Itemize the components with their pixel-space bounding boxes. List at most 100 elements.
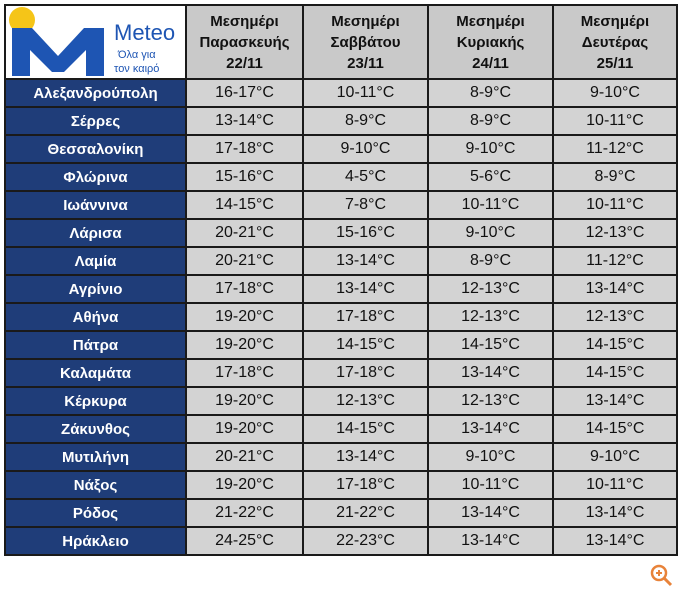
table-row: Μυτιλήνη 20-21°C 13-14°C 9-10°C 9-10°C (4, 442, 678, 472)
temperature-cell: 16-17°C (185, 78, 304, 108)
column-header-line: Παρασκευής (199, 33, 290, 51)
temperature-cell: 21-22°C (302, 498, 429, 528)
temperature-cell: 13-14°C (552, 498, 678, 528)
city-cell: Ζάκυνθος (4, 414, 187, 444)
column-header-line: Μεσημέρι (456, 12, 525, 30)
temperature-cell: 9-10°C (427, 218, 554, 248)
temperature-cell: 17-18°C (302, 302, 429, 332)
city-cell: Αγρίνιο (4, 274, 187, 304)
column-header: Μεσημέρι Δευτέρας 25/11 (552, 4, 678, 80)
temperature-cell: 22-23°C (302, 526, 429, 556)
table-row: Λάρισα 20-21°C 15-16°C 9-10°C 12-13°C (4, 218, 678, 248)
table-row: Αθήνα 19-20°C 17-18°C 12-13°C 12-13°C (4, 302, 678, 332)
temperature-cell: 13-14°C (427, 498, 554, 528)
header-row: Meteo Όλα για τον καιρό Μεσημέρι Παρασκευ… (4, 4, 678, 80)
temperature-cell: 14-15°C (427, 330, 554, 360)
temperature-cell: 12-13°C (427, 274, 554, 304)
table-body: Αλεξανδρούπολη 16-17°C 10-11°C 8-9°C 9-10°C Σ… (4, 78, 678, 556)
temperature-cell: 13-14°C (427, 358, 554, 388)
column-header-line: Μεσημέρι (580, 12, 650, 30)
temperature-cell: 9-10°C (552, 78, 678, 108)
temperature-cell: 19-20°C (185, 470, 304, 500)
city-cell: Αθήνα (4, 302, 187, 332)
column-header-line: Δευτέρας (581, 33, 649, 51)
table-row: Κέρκυρα 19-20°C 12-13°C 12-13°C 13-14°C (4, 386, 678, 416)
logo-tagline: Όλα για (117, 49, 156, 61)
temperature-cell: 10-11°C (552, 190, 678, 220)
temperature-cell: 19-20°C (185, 386, 304, 416)
temperature-cell: 13-14°C (185, 106, 304, 136)
temperature-cell: 8-9°C (552, 162, 678, 192)
column-header-line: Μεσημέρι (331, 12, 400, 30)
column-header: Μεσημέρι Σαββάτου 23/11 (302, 4, 429, 80)
table-row: Ρόδος 21-22°C 21-22°C 13-14°C 13-14°C (4, 498, 678, 528)
temperature-cell: 14-15°C (552, 330, 678, 360)
temperature-cell: 10-11°C (552, 470, 678, 500)
table-row: Ιωάννινα 14-15°C 7-8°C 10-11°C 10-11°C (4, 190, 678, 220)
column-header: Μεσημέρι Κυριακής 24/11 (427, 4, 554, 80)
city-cell: Ρόδος (4, 498, 187, 528)
logo-cell: Meteo Όλα για τον καιρό (4, 4, 187, 80)
city-cell: Αλεξανδρούπολη (4, 78, 187, 108)
column-header-line: Μεσημέρι (210, 12, 279, 30)
city-cell: Λαμία (4, 246, 187, 276)
zoom-icon[interactable] (648, 562, 674, 588)
temperature-cell: 10-11°C (302, 78, 429, 108)
temperature-cell: 13-14°C (552, 386, 678, 416)
city-cell: Σέρρες (4, 106, 187, 136)
temperature-cell: 21-22°C (185, 498, 304, 528)
logo-name: Meteo (114, 20, 175, 45)
temperature-cell: 11-12°C (552, 134, 678, 164)
column-header-line: Σαββάτου (330, 33, 401, 51)
city-cell: Κέρκυρα (4, 386, 187, 416)
table-row: Πάτρα 19-20°C 14-15°C 14-15°C 14-15°C (4, 330, 678, 360)
temperature-cell: 12-13°C (427, 386, 554, 416)
temperature-cell: 20-21°C (185, 442, 304, 472)
logo-sun (9, 7, 35, 33)
temperature-cell: 19-20°C (185, 330, 304, 360)
city-cell: Λάρισα (4, 218, 187, 248)
temperature-cell: 7-8°C (302, 190, 429, 220)
temperature-cell: 13-14°C (427, 414, 554, 444)
city-cell: Καλαμάτα (4, 358, 187, 388)
temperature-cell: 11-12°C (552, 246, 678, 276)
temperature-cell: 13-14°C (302, 246, 429, 276)
temperature-cell: 14-15°C (185, 190, 304, 220)
temperature-cell: 5-6°C (427, 162, 554, 192)
temperature-cell: 13-14°C (427, 526, 554, 556)
temperature-cell: 8-9°C (427, 246, 554, 276)
table-row: Σέρρες 13-14°C 8-9°C 8-9°C 10-11°C (4, 106, 678, 136)
temperature-cell: 9-10°C (427, 442, 554, 472)
temperature-cell: 24-25°C (185, 526, 304, 556)
city-cell: Θεσσαλονίκη (4, 134, 187, 164)
temperature-cell: 14-15°C (552, 358, 678, 388)
table-row: Αλεξανδρούπολη 16-17°C 10-11°C 8-9°C 9-10°C (4, 78, 678, 108)
temperature-cell: 19-20°C (185, 414, 304, 444)
temperature-cell: 9-10°C (427, 134, 554, 164)
temperature-cell: 15-16°C (185, 162, 304, 192)
logo-m (12, 28, 104, 76)
temperature-cell: 9-10°C (302, 134, 429, 164)
city-cell: Φλώρινα (4, 162, 187, 192)
city-cell: Πάτρα (4, 330, 187, 360)
temperature-cell: 12-13°C (427, 302, 554, 332)
table-row: Καλαμάτα 17-18°C 17-18°C 13-14°C 14-15°C (4, 358, 678, 388)
temperature-cell: 15-16°C (302, 218, 429, 248)
column-header-line: 25/11 (596, 54, 634, 72)
temperature-cell: 17-18°C (185, 274, 304, 304)
table-row: Ζάκυνθος 19-20°C 14-15°C 13-14°C 14-15°C (4, 414, 678, 444)
temperature-cell: 13-14°C (552, 274, 678, 304)
temperature-cell: 17-18°C (185, 134, 304, 164)
forecast-table: Meteo Όλα για τον καιρό Μεσημέρι Παρασκευ… (4, 4, 678, 556)
table-row: Αγρίνιο 17-18°C 13-14°C 12-13°C 13-14°C (4, 274, 678, 304)
city-cell: Ηράκλειο (4, 526, 187, 556)
temperature-cell: 8-9°C (427, 106, 554, 136)
temperature-cell: 14-15°C (302, 330, 429, 360)
temperature-cell: 12-13°C (552, 302, 678, 332)
logo-tagline: τον καιρό (114, 63, 159, 75)
temperature-cell: 17-18°C (302, 470, 429, 500)
temperature-cell: 13-14°C (302, 442, 429, 472)
column-header-line: 23/11 (347, 54, 384, 72)
city-cell: Μυτιλήνη (4, 442, 187, 472)
